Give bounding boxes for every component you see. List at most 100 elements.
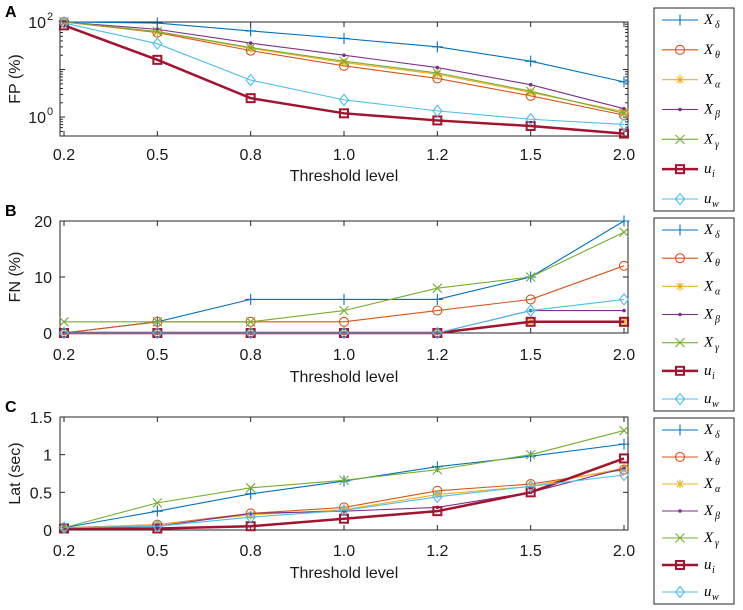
- data-point-u_w: [58, 16, 70, 30]
- data-point-X_delta: [431, 293, 443, 305]
- data-point-X_gamma: [432, 68, 443, 78]
- legend-label: X: [703, 503, 714, 519]
- legend-label-subscript: δ: [715, 430, 720, 441]
- x-tick-label: 0.5: [146, 543, 168, 560]
- x-tick-label: 1.5: [520, 543, 542, 560]
- data-point-u_w: [245, 73, 256, 87]
- legend-label: X: [703, 449, 714, 465]
- legend-marker: [674, 253, 686, 264]
- legend-label-subscript: θ: [715, 457, 720, 468]
- legend-label-subscript: α: [715, 286, 721, 297]
- data-point-X_beta: [342, 53, 346, 58]
- series-line-u_w: [64, 298, 625, 334]
- data-point-X_delta: [151, 505, 163, 517]
- data-point-X_delta: [338, 32, 350, 44]
- x-tick-label: 0.2: [53, 543, 75, 560]
- data-point-u_w: [152, 519, 163, 533]
- data-point-X_gamma: [432, 283, 443, 294]
- legend-label: X: [703, 102, 714, 118]
- y-tick-label: 10: [28, 15, 46, 32]
- y-tick-label: 20: [34, 214, 52, 231]
- data-point-u_w: [618, 293, 630, 306]
- data-point-u_w: [58, 326, 70, 339]
- legend-label-subscript: α: [715, 484, 721, 495]
- data-point-u_i: [432, 506, 443, 517]
- data-point-X_alpha: [432, 490, 442, 500]
- data-point-X_delta: [618, 76, 630, 88]
- data-point-X_gamma: [245, 316, 256, 327]
- panel-label: B: [5, 203, 17, 220]
- panel-B: B 0.2 0.5 0.8 1.0 1.2 1.5 2.0 0 10 20 Threshold lev…: [5, 203, 735, 412]
- panel-label: A: [5, 4, 17, 21]
- legend-marker: [678, 509, 682, 513]
- data-point-u_w: [525, 479, 536, 493]
- data-point-u_i: [619, 316, 629, 327]
- legend-marker: [675, 337, 685, 348]
- data-point-X_gamma: [339, 475, 349, 486]
- data-point-X_beta: [622, 308, 626, 313]
- data-point-u_i: [339, 513, 349, 524]
- data-point-u_w: [338, 326, 350, 339]
- data-point-X_delta: [431, 41, 443, 53]
- data-point-X_gamma: [525, 449, 536, 460]
- data-point-X_gamma: [152, 26, 163, 37]
- panel-label: C: [5, 399, 17, 416]
- x-tick-label: 1.5: [520, 347, 542, 364]
- legend-label: u: [704, 191, 712, 207]
- series-X_gamma: [59, 227, 629, 327]
- y-tick-label: 0: [43, 326, 52, 343]
- legend-label: X: [703, 335, 714, 351]
- legend-marker: [675, 365, 685, 376]
- data-point-X_alpha: [619, 107, 629, 117]
- legend-marker: [675, 560, 685, 570]
- data-point-X_gamma: [619, 227, 629, 238]
- x-axis-label: Threshold level: [290, 565, 399, 582]
- legend-label-subscript: i: [712, 565, 715, 576]
- data-point-u_i: [525, 487, 536, 498]
- x-tick-label: 1.2: [426, 347, 448, 364]
- legend-label-subscript: w: [712, 592, 719, 603]
- data-point-u_w: [525, 304, 536, 317]
- legend-label: u: [704, 161, 712, 177]
- data-point-X_theta: [618, 260, 630, 271]
- legend-label-subscript: θ: [715, 50, 720, 61]
- legend-label: X: [703, 422, 714, 438]
- data-point-X_delta: [618, 438, 630, 450]
- data-point-X_gamma: [152, 316, 163, 327]
- data-point-u_i: [525, 120, 536, 131]
- legend-marker: [675, 164, 685, 175]
- legend-marker: [675, 479, 685, 489]
- legend-label-subscript: θ: [715, 258, 720, 269]
- y-tick-label: 0.5: [30, 485, 52, 502]
- data-point-X_beta: [622, 106, 626, 111]
- legend-marker: [674, 585, 686, 599]
- data-point-X_gamma: [432, 464, 443, 475]
- data-point-u_i: [619, 453, 629, 464]
- data-point-u_w: [525, 112, 536, 126]
- y-axis-label: Lat (sec): [7, 442, 24, 504]
- legend-marker: [675, 75, 685, 85]
- data-point-u_w: [432, 326, 443, 339]
- series-line-u_w: [63, 474, 625, 529]
- x-tick-label: 0.8: [240, 347, 262, 364]
- legend-label: X: [703, 476, 714, 492]
- x-tick-label: 0.2: [53, 347, 75, 364]
- y-axis-label: FN (%): [7, 252, 24, 303]
- data-point-u_w: [245, 326, 256, 339]
- panel-C: C 0.2 0.5 0.8 1.0 1.2 1.5 2.0 0 0.5 1 1.5 Threshold …: [5, 399, 735, 605]
- legend-marker: [674, 451, 686, 463]
- x-tick-label: 1.0: [333, 147, 355, 164]
- legend-marker: [675, 533, 685, 543]
- x-tick-label: 0.5: [146, 347, 168, 364]
